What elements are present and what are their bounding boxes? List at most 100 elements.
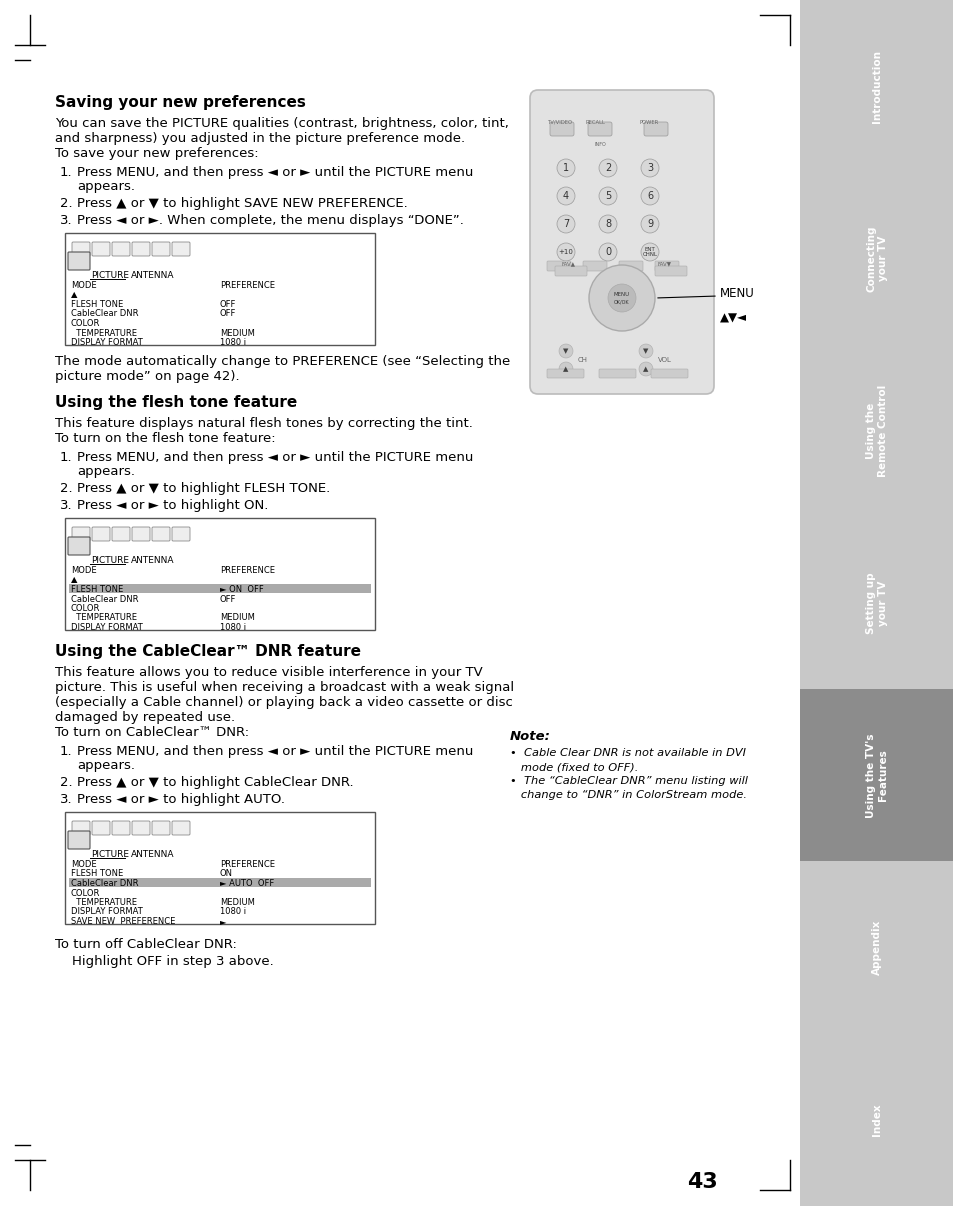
FancyBboxPatch shape [655, 260, 679, 271]
Text: Connecting
your TV: Connecting your TV [865, 226, 887, 292]
FancyBboxPatch shape [587, 122, 612, 136]
Text: ▲▼◄: ▲▼◄ [720, 312, 746, 324]
Text: You can save the PICTURE qualities (contrast, brightness, color, tint,: You can save the PICTURE qualities (cont… [55, 117, 508, 130]
Text: picture. This is useful when receiving a broadcast with a weak signal: picture. This is useful when receiving a… [55, 681, 514, 693]
Text: ANTENNA: ANTENNA [131, 556, 174, 564]
Text: VOL: VOL [658, 357, 671, 363]
FancyBboxPatch shape [172, 821, 190, 835]
Text: MEDIUM: MEDIUM [220, 614, 254, 622]
Text: ▼: ▼ [642, 349, 648, 355]
Text: 1.: 1. [60, 745, 72, 759]
FancyBboxPatch shape [132, 527, 150, 541]
Text: To turn on CableClear™ DNR:: To turn on CableClear™ DNR: [55, 726, 249, 739]
Text: The mode automatically change to PREFERENCE (see “Selecting the: The mode automatically change to PREFERE… [55, 355, 510, 368]
Text: ►: ► [220, 917, 226, 926]
Bar [65, 812, 375, 924]
FancyBboxPatch shape [152, 527, 170, 541]
Text: MEDIUM: MEDIUM [220, 898, 254, 907]
Text: To save your new preferences:: To save your new preferences: [55, 147, 258, 160]
Text: PREFERENCE: PREFERENCE [220, 281, 274, 289]
Text: Press ▲ or ▼ to highlight SAVE NEW PREFERENCE.: Press ▲ or ▼ to highlight SAVE NEW PREFE… [77, 197, 407, 210]
Text: To turn off CableClear DNR:: To turn off CableClear DNR: [55, 938, 236, 952]
Circle shape [640, 242, 659, 260]
Text: MENU: MENU [614, 292, 629, 297]
Text: 5: 5 [604, 191, 611, 201]
Circle shape [588, 265, 655, 330]
FancyBboxPatch shape [655, 267, 686, 276]
FancyBboxPatch shape [598, 369, 636, 377]
FancyBboxPatch shape [68, 252, 90, 270]
FancyBboxPatch shape [112, 242, 130, 256]
Text: 1.: 1. [60, 451, 72, 464]
Text: FLESH TONE: FLESH TONE [71, 300, 123, 309]
FancyBboxPatch shape [71, 242, 90, 256]
FancyBboxPatch shape [172, 527, 190, 541]
FancyBboxPatch shape [152, 242, 170, 256]
Text: SAVE NEW  PREFERENCE: SAVE NEW PREFERENCE [71, 917, 175, 926]
Text: PICTURE: PICTURE [91, 556, 129, 564]
Text: 3.: 3. [60, 794, 72, 806]
Text: TEMPERATURE: TEMPERATURE [71, 898, 137, 907]
Text: 3: 3 [646, 163, 653, 172]
Text: COLOR: COLOR [71, 889, 100, 897]
Text: Setting up
your TV: Setting up your TV [865, 572, 887, 634]
Text: INFO: INFO [595, 142, 606, 147]
Text: CableClear DNR: CableClear DNR [71, 310, 138, 318]
FancyBboxPatch shape [91, 242, 110, 256]
Text: ▲: ▲ [642, 365, 648, 371]
Text: MODE: MODE [71, 860, 96, 870]
Circle shape [557, 187, 575, 205]
Text: •  The “CableClear DNR” menu listing will: • The “CableClear DNR” menu listing will [510, 775, 747, 786]
Circle shape [598, 187, 617, 205]
Bar [65, 519, 375, 630]
Text: change to “DNR” in ColorStream mode.: change to “DNR” in ColorStream mode. [510, 790, 746, 800]
Text: This feature displays natural flesh tones by correcting the tint.: This feature displays natural flesh tone… [55, 417, 473, 431]
Circle shape [607, 283, 636, 312]
Text: +10: +10 [558, 248, 573, 254]
Text: CableClear DNR: CableClear DNR [71, 879, 138, 888]
Bar [69, 878, 371, 886]
Text: 1080 i: 1080 i [220, 907, 246, 917]
Text: 9: 9 [646, 219, 653, 229]
FancyBboxPatch shape [582, 260, 606, 271]
FancyBboxPatch shape [152, 821, 170, 835]
Circle shape [639, 344, 652, 358]
Text: MENU: MENU [720, 287, 754, 300]
Text: TV/VIDEO: TV/VIDEO [547, 121, 573, 125]
FancyBboxPatch shape [643, 122, 667, 136]
Text: FLESH TONE: FLESH TONE [71, 870, 123, 878]
FancyBboxPatch shape [546, 260, 571, 271]
Text: damaged by repeated use.: damaged by repeated use. [55, 712, 234, 724]
FancyBboxPatch shape [71, 821, 90, 835]
FancyBboxPatch shape [555, 267, 586, 276]
Text: Using the
Remote Control: Using the Remote Control [865, 385, 887, 476]
Text: and sharpness) you adjusted in the picture preference mode.: and sharpness) you adjusted in the pictu… [55, 131, 465, 145]
Text: (especially a Cable channel) or playing back a video cassette or disc: (especially a Cable channel) or playing … [55, 696, 513, 709]
Text: ► AUTO  OFF: ► AUTO OFF [220, 879, 274, 888]
Bar [800, 172, 953, 345]
Text: ► ON  OFF: ► ON OFF [220, 585, 263, 595]
Text: ▲: ▲ [71, 575, 77, 585]
Bar [800, 1034, 953, 1206]
Text: ANTENNA: ANTENNA [131, 850, 174, 859]
Text: ON: ON [220, 870, 233, 878]
Text: TEMPERATURE: TEMPERATURE [71, 614, 137, 622]
Bar [800, 0, 953, 172]
Text: FAV▲: FAV▲ [561, 260, 576, 267]
Text: PREFERENCE: PREFERENCE [220, 860, 274, 870]
Text: MEDIUM: MEDIUM [220, 328, 254, 338]
Text: This feature allows you to reduce visible interference in your TV: This feature allows you to reduce visibl… [55, 666, 482, 679]
Text: 2.: 2. [60, 482, 72, 494]
Text: ▼: ▼ [562, 349, 568, 355]
Text: Press ◄ or ►. When complete, the menu displays “DONE”.: Press ◄ or ►. When complete, the menu di… [77, 213, 463, 227]
Text: 1.: 1. [60, 166, 72, 178]
FancyBboxPatch shape [112, 527, 130, 541]
Text: 1: 1 [562, 163, 569, 172]
Text: Using the TV's
Features: Using the TV's Features [865, 733, 887, 818]
Bar [65, 233, 375, 345]
Text: 7: 7 [562, 219, 569, 229]
Text: •  Cable Clear DNR is not available in DVI: • Cable Clear DNR is not available in DV… [510, 748, 745, 759]
Text: picture mode” on page 42).: picture mode” on page 42). [55, 370, 239, 384]
Text: OK/OK: OK/OK [614, 299, 629, 304]
Text: ▲: ▲ [562, 365, 568, 371]
